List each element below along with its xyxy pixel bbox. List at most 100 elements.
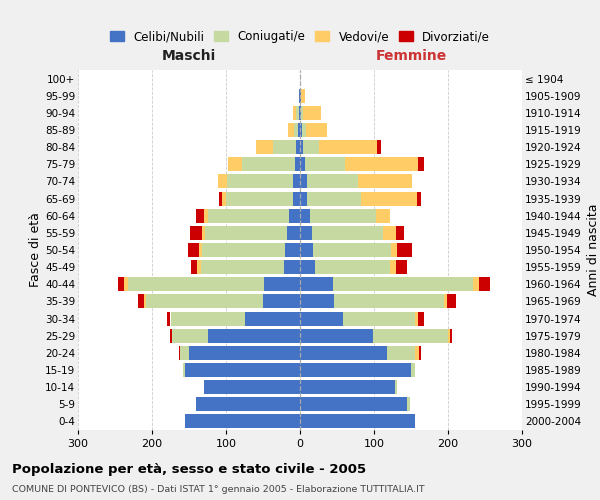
Bar — [300, 328, 373, 342]
Bar — [199, 243, 202, 257]
Bar — [418, 312, 424, 326]
Bar — [172, 328, 208, 342]
Bar — [293, 106, 296, 120]
Bar — [300, 414, 415, 428]
Bar — [417, 192, 421, 205]
Bar — [298, 123, 300, 137]
Bar — [300, 174, 307, 188]
Bar — [146, 294, 263, 308]
Bar — [450, 328, 452, 342]
Bar — [300, 158, 305, 172]
Bar — [245, 312, 300, 326]
Bar — [191, 260, 197, 274]
Bar — [395, 380, 397, 394]
Bar — [226, 192, 293, 205]
Bar — [204, 380, 300, 394]
Bar — [185, 414, 300, 428]
Bar — [310, 208, 376, 222]
Bar — [167, 312, 170, 326]
Bar — [265, 278, 300, 291]
Bar — [185, 363, 300, 377]
Bar — [300, 226, 312, 240]
Bar — [307, 174, 358, 188]
Bar — [302, 123, 306, 137]
Bar — [272, 140, 296, 154]
Bar — [223, 192, 226, 205]
Bar — [306, 123, 326, 137]
Bar — [294, 123, 298, 137]
Bar — [300, 260, 315, 274]
Bar — [218, 192, 222, 205]
Bar — [197, 260, 201, 274]
Bar — [170, 312, 245, 326]
Bar — [128, 278, 265, 291]
Bar — [418, 158, 424, 172]
Bar — [202, 243, 285, 257]
Bar — [300, 278, 332, 291]
Bar — [201, 260, 284, 274]
Bar — [289, 208, 300, 222]
Bar — [443, 294, 447, 308]
Bar — [284, 260, 300, 274]
Bar — [196, 208, 204, 222]
Bar — [300, 346, 388, 360]
Bar — [361, 192, 417, 205]
Bar — [242, 158, 295, 172]
Bar — [300, 243, 313, 257]
Bar — [390, 260, 396, 274]
Bar — [263, 294, 300, 308]
Bar — [301, 88, 305, 102]
Bar — [183, 363, 185, 377]
Bar — [202, 226, 205, 240]
Bar — [319, 140, 377, 154]
Bar — [293, 192, 300, 205]
Bar — [377, 140, 380, 154]
Bar — [300, 380, 395, 394]
Bar — [170, 328, 172, 342]
Bar — [415, 312, 418, 326]
Bar — [411, 363, 415, 377]
Y-axis label: Anni di nascita: Anni di nascita — [587, 204, 600, 296]
Text: Maschi: Maschi — [162, 49, 216, 63]
Bar — [419, 346, 421, 360]
Bar — [196, 398, 300, 411]
Bar — [307, 192, 361, 205]
Bar — [144, 294, 146, 308]
Bar — [300, 363, 411, 377]
Bar — [300, 312, 343, 326]
Bar — [295, 158, 300, 172]
Bar — [447, 294, 456, 308]
Bar — [287, 226, 300, 240]
Bar — [296, 140, 300, 154]
Bar — [190, 226, 202, 240]
Bar — [407, 398, 410, 411]
Bar — [300, 398, 407, 411]
Bar — [473, 278, 479, 291]
Bar — [300, 123, 302, 137]
Bar — [180, 346, 189, 360]
Bar — [300, 106, 301, 120]
Bar — [334, 294, 443, 308]
Bar — [299, 88, 300, 102]
Legend: Celibi/Nubili, Coniugati/e, Vedovi/e, Divorziati/e: Celibi/Nubili, Coniugati/e, Vedovi/e, Di… — [105, 26, 495, 48]
Bar — [118, 278, 124, 291]
Bar — [343, 312, 415, 326]
Bar — [305, 158, 345, 172]
Bar — [301, 106, 303, 120]
Bar — [312, 226, 383, 240]
Bar — [300, 294, 334, 308]
Text: COMUNE DI PONTEVICO (BS) - Dati ISTAT 1° gennaio 2005 - Elaborazione TUTTITALIA.: COMUNE DI PONTEVICO (BS) - Dati ISTAT 1°… — [12, 485, 425, 494]
Bar — [303, 106, 321, 120]
Y-axis label: Fasce di età: Fasce di età — [29, 212, 42, 288]
Bar — [345, 158, 418, 172]
Bar — [448, 328, 450, 342]
Bar — [138, 294, 144, 308]
Bar — [218, 174, 227, 188]
Bar — [300, 88, 301, 102]
Bar — [228, 158, 242, 172]
Bar — [396, 260, 407, 274]
Bar — [397, 243, 412, 257]
Bar — [315, 260, 390, 274]
Bar — [303, 140, 319, 154]
Bar — [288, 123, 294, 137]
